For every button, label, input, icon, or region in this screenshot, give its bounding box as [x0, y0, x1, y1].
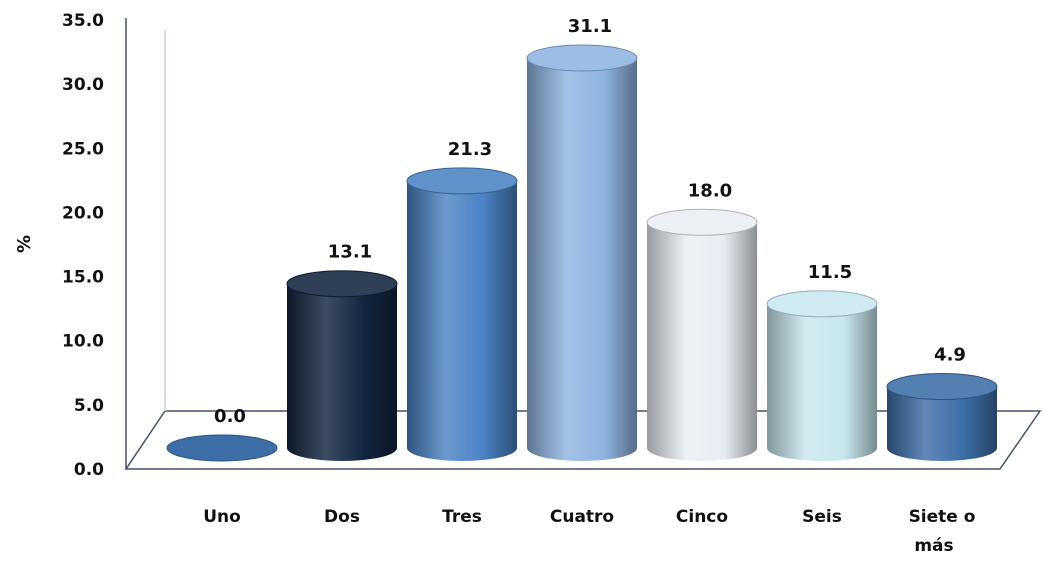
category-label: Seis — [802, 507, 842, 527]
data-label: 21.3 — [448, 139, 492, 160]
bar-top — [286, 270, 398, 298]
y-tick-label: 20.0 — [62, 203, 104, 223]
bar-cuatro: 31.1 — [526, 16, 638, 461]
bar-uno: 0.0 — [166, 406, 278, 462]
data-label: 13.1 — [328, 242, 372, 263]
category-label: Dos — [324, 507, 360, 527]
y-tick-label: 10.0 — [62, 332, 104, 352]
category-label: Tres — [442, 507, 482, 527]
bar-cinco: 18.0 — [646, 180, 758, 461]
bar-body — [287, 283, 397, 461]
category-labels: Uno Dos Tres Cuatro Cinco Seis Siete o más — [203, 507, 975, 556]
y-axis-title: % — [14, 235, 35, 253]
y-tick-label: 35.0 — [62, 11, 104, 31]
data-label: 4.9 — [934, 345, 966, 366]
bar-body — [887, 386, 997, 461]
bar-body — [527, 58, 637, 461]
bar-top — [766, 290, 878, 318]
y-tick-label: 0.0 — [74, 460, 104, 480]
bar-top — [646, 208, 758, 236]
category-label: Cinco — [676, 507, 728, 527]
bar-top — [406, 167, 518, 195]
data-label: 0.0 — [214, 406, 246, 427]
y-tick-label: 5.0 — [74, 396, 104, 416]
bars-group: 0.0 13.1 21.3 31.1 18.0 11.5 4.9 — [166, 16, 998, 462]
bar-top — [166, 434, 278, 462]
bar-body — [407, 180, 517, 461]
data-label: 18.0 — [688, 180, 732, 201]
bar-top — [526, 44, 638, 72]
data-label: 11.5 — [808, 262, 852, 283]
data-label: 31.1 — [568, 16, 612, 37]
bar-tres: 21.3 — [406, 139, 518, 461]
bar-top — [886, 373, 998, 401]
bar-body — [647, 222, 757, 461]
category-label: Siete o más — [909, 507, 976, 556]
category-label: Cuatro — [550, 507, 614, 527]
y-tick-label: 15.0 — [62, 268, 104, 288]
bar-siete-o-más: 4.9 — [886, 345, 998, 461]
bar-seis: 11.5 — [766, 262, 878, 461]
y-tick-label: 25.0 — [62, 139, 104, 159]
y-axis-ticks: 0.0 5.0 10.0 15.0 20.0 25.0 30.0 35.0 — [62, 11, 104, 480]
y-tick-label: 30.0 — [62, 75, 104, 95]
bar-body — [767, 303, 877, 461]
bar-dos: 13.1 — [286, 242, 398, 461]
category-label: Uno — [203, 507, 241, 527]
